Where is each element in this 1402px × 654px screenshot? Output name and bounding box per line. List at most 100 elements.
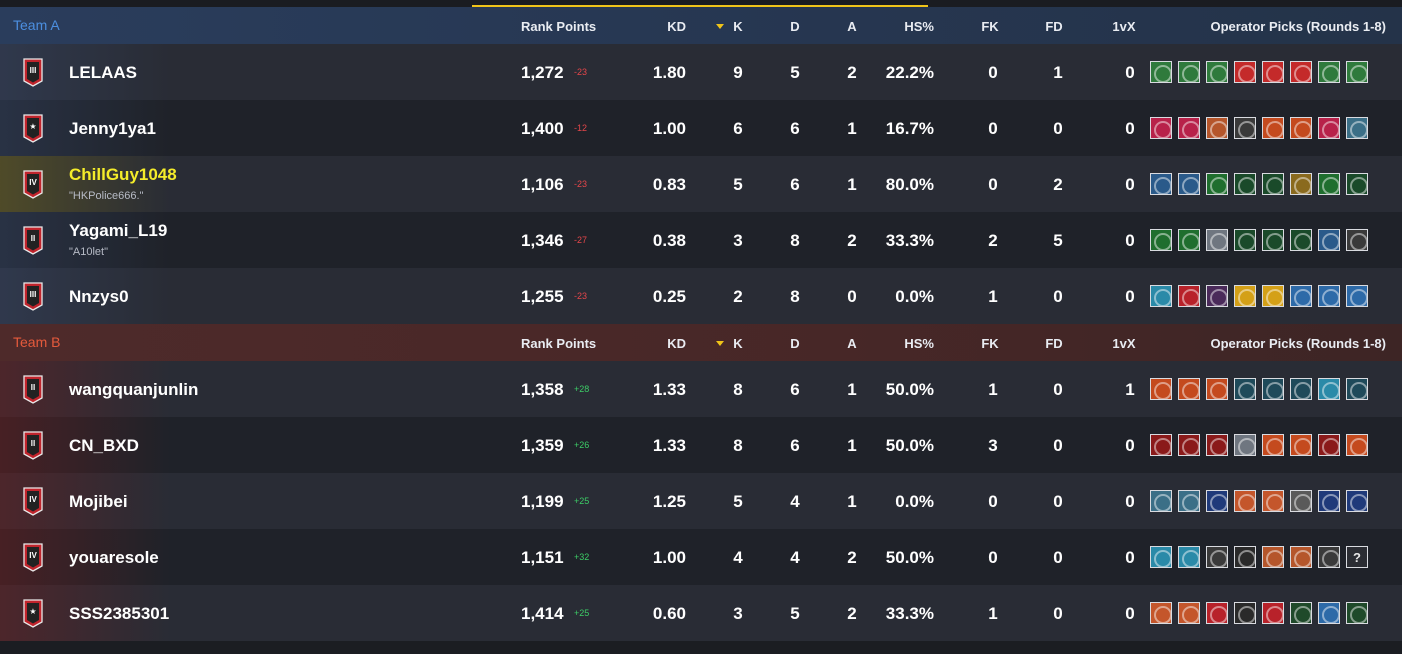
operator-icon[interactable] (1178, 602, 1200, 624)
column-header-fd[interactable]: FD (1045, 19, 1063, 34)
sort-desc-icon[interactable] (716, 24, 724, 29)
player-name[interactable]: Nnzys0 (69, 287, 129, 306)
operator-icon[interactable] (1262, 117, 1284, 139)
operator-icon[interactable] (1346, 490, 1368, 512)
player-name[interactable]: wangquanjunlin (69, 380, 199, 399)
operator-icon[interactable] (1150, 173, 1172, 195)
operator-icon[interactable] (1290, 602, 1312, 624)
operator-icon[interactable] (1178, 434, 1200, 456)
operator-icon[interactable] (1234, 434, 1256, 456)
operator-icon[interactable] (1290, 173, 1312, 195)
operator-icon[interactable] (1318, 173, 1340, 195)
operator-icon[interactable] (1150, 285, 1172, 307)
operator-icon[interactable] (1346, 61, 1368, 83)
column-header-ops[interactable]: Operator Picks (Rounds 1-8) (1210, 19, 1386, 34)
operator-icon[interactable] (1290, 546, 1312, 568)
player-name[interactable]: ChillGuy1048 (63, 165, 213, 184)
operator-icon[interactable] (1290, 378, 1312, 400)
operator-icon[interactable] (1346, 602, 1368, 624)
operator-icon[interactable] (1206, 117, 1228, 139)
column-header-rank-points[interactable]: Rank Points (521, 19, 597, 34)
operator-icon[interactable] (1150, 61, 1172, 83)
operator-icon[interactable] (1206, 61, 1228, 83)
operator-icon[interactable] (1262, 490, 1284, 512)
player-row[interactable]: II CN_BXD 1,359 +26 1.33 8 6 1 50.0% 3 0 0 (0, 417, 1402, 473)
operator-icon[interactable] (1290, 117, 1312, 139)
operator-icon[interactable] (1178, 490, 1200, 512)
operator-icon[interactable] (1206, 173, 1228, 195)
column-header-k[interactable]: K (733, 19, 743, 34)
operator-icon[interactable] (1290, 285, 1312, 307)
operator-icon[interactable] (1206, 378, 1228, 400)
unknown-operator-icon[interactable]: ? (1346, 546, 1368, 568)
column-header-a[interactable]: A (847, 336, 857, 351)
operator-icon[interactable] (1206, 229, 1228, 251)
operator-icon[interactable] (1234, 173, 1256, 195)
column-header-kd[interactable]: KD (667, 336, 686, 351)
operator-icon[interactable] (1234, 229, 1256, 251)
operator-icon[interactable] (1178, 61, 1200, 83)
column-header-rank-points[interactable]: Rank Points (521, 336, 597, 351)
operator-icon[interactable] (1346, 173, 1368, 195)
operator-icon[interactable] (1290, 434, 1312, 456)
operator-icon[interactable] (1178, 378, 1200, 400)
player-row[interactable]: ★ SSS2385301 1,414 +25 0.60 3 5 2 33.3% 1 0 0 (0, 585, 1402, 641)
column-header-k[interactable]: K (733, 336, 743, 351)
operator-icon[interactable] (1150, 434, 1172, 456)
operator-icon[interactable] (1262, 546, 1284, 568)
operator-icon[interactable] (1262, 285, 1284, 307)
operator-icon[interactable] (1150, 117, 1172, 139)
column-header-onevx[interactable]: 1vX (1112, 336, 1136, 351)
column-header-onevx[interactable]: 1vX (1112, 19, 1136, 34)
operator-icon[interactable] (1178, 117, 1200, 139)
operator-icon[interactable] (1206, 434, 1228, 456)
player-name[interactable]: Yagami_L19 (69, 221, 168, 240)
operator-icon[interactable] (1262, 173, 1284, 195)
operator-icon[interactable] (1178, 285, 1200, 307)
operator-icon[interactable] (1346, 117, 1368, 139)
operator-icon[interactable] (1206, 490, 1228, 512)
player-row[interactable]: III Nnzys0 1,255 -23 0.25 2 8 0 0.0% 1 0 0 (0, 268, 1402, 324)
operator-icon[interactable] (1262, 378, 1284, 400)
operator-icon[interactable] (1150, 378, 1172, 400)
operator-icon[interactable] (1290, 61, 1312, 83)
player-name[interactable]: youaresole (69, 548, 159, 567)
operator-icon[interactable] (1262, 61, 1284, 83)
column-header-hs[interactable]: HS% (904, 19, 934, 34)
operator-icon[interactable] (1318, 61, 1340, 83)
operator-icon[interactable] (1234, 117, 1256, 139)
operator-icon[interactable] (1318, 434, 1340, 456)
operator-icon[interactable] (1290, 490, 1312, 512)
operator-icon[interactable] (1178, 173, 1200, 195)
column-header-fk[interactable]: FK (981, 19, 999, 34)
operator-icon[interactable] (1178, 229, 1200, 251)
player-name[interactable]: LELAAS (69, 63, 137, 82)
column-header-kd[interactable]: KD (667, 19, 686, 34)
operator-icon[interactable] (1318, 546, 1340, 568)
operator-icon[interactable] (1234, 546, 1256, 568)
column-header-d[interactable]: D (790, 336, 800, 351)
player-row[interactable]: ★ Jenny1ya1 1,400 -12 1.00 6 6 1 16.7% 0 0 0 (0, 100, 1402, 156)
operator-icon[interactable] (1234, 285, 1256, 307)
operator-icon[interactable] (1234, 378, 1256, 400)
column-header-a[interactable]: A (847, 19, 857, 34)
operator-icon[interactable] (1234, 602, 1256, 624)
operator-icon[interactable] (1150, 229, 1172, 251)
operator-icon[interactable] (1234, 490, 1256, 512)
column-header-hs[interactable]: HS% (904, 336, 934, 351)
player-name[interactable]: Jenny1ya1 (69, 119, 156, 138)
column-header-ops[interactable]: Operator Picks (Rounds 1-8) (1210, 336, 1386, 351)
column-header-fk[interactable]: FK (981, 336, 999, 351)
operator-icon[interactable] (1318, 117, 1340, 139)
operator-icon[interactable] (1150, 602, 1172, 624)
operator-icon[interactable] (1262, 602, 1284, 624)
operator-icon[interactable] (1346, 285, 1368, 307)
operator-icon[interactable] (1150, 490, 1172, 512)
player-name[interactable]: SSS2385301 (69, 604, 170, 623)
player-row[interactable]: IV youaresole 1,151 +32 1.00 4 4 2 50.0% 0 0 0? (0, 529, 1402, 585)
player-row[interactable]: II Yagami_L19 "A10let" 1,346 -27 0.38 3 8 2 33.3%… (0, 212, 1402, 268)
column-header-d[interactable]: D (790, 19, 800, 34)
player-row[interactable]: III LELAAS 1,272 -23 1.80 9 5 2 22.2% 0 1 0 (0, 44, 1402, 100)
operator-icon[interactable] (1346, 434, 1368, 456)
player-row[interactable]: II wangquanjunlin 1,358 +28 1.33 8 6 1 50.0% 1 0 1 (0, 361, 1402, 417)
